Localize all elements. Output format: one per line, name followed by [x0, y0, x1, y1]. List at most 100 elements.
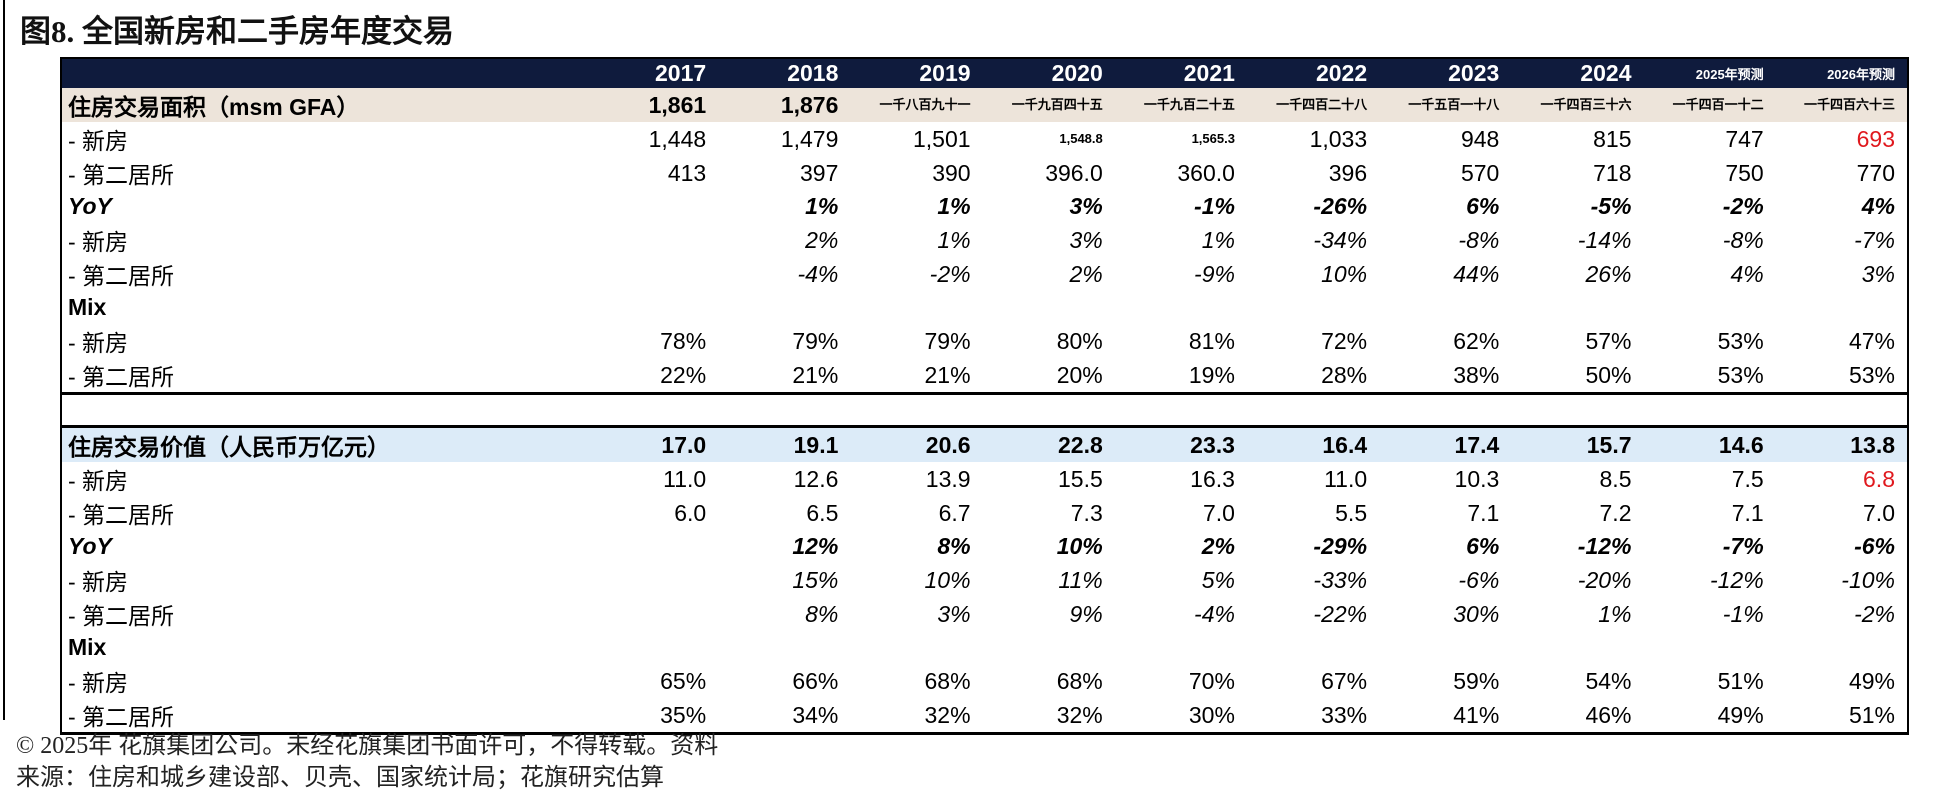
value-cell [586, 631, 718, 664]
value-cell: 30% [1114, 698, 1247, 735]
table-row: - 新房 2% 1% 3% 1% -34% -8% -14% -8% -7% [61, 223, 1908, 257]
value-cell: -1% [1722, 600, 1764, 627]
row-label: - 第二居所 [61, 358, 586, 395]
value-cell [983, 291, 1115, 324]
table-row: - 第二居所 35% 34% 32% 32% 30% 33% 41% 46% 49% 51% [61, 698, 1908, 735]
row-label: YoY [68, 193, 112, 219]
table-row: - 第二居所 -4% -2% 2% -9% 10% 44% 26% 4% 3% [61, 257, 1908, 291]
figure-title: 图8. 全国新房和二手房年度交易 [20, 14, 454, 49]
value-cell: 3% [1069, 226, 1103, 253]
value-cell: 6% [1466, 193, 1500, 219]
value-cell: 396.0 [1045, 159, 1103, 186]
value-cell: 32% [982, 698, 1115, 735]
value-cell: 11.0 [1324, 465, 1368, 492]
header-cell: 2022 [1246, 58, 1380, 88]
value-cell: 7.0 [1202, 499, 1235, 526]
value-cell: 396 [1328, 159, 1368, 186]
row-label: - 新房 [68, 670, 129, 696]
value-cell: 62% [1453, 327, 1500, 354]
value-cell: 47% [1848, 327, 1895, 354]
value-cell [586, 291, 718, 324]
value-cell [586, 223, 718, 257]
value-cell: 747 [1725, 125, 1764, 152]
value-cell: 10% [1321, 260, 1368, 287]
value-cell: 28% [1246, 358, 1380, 395]
value-cell: 20% [982, 358, 1115, 395]
value-cell [1115, 291, 1247, 324]
value-cell: 15% [792, 566, 839, 593]
value-cell: 12% [792, 533, 839, 559]
table-row: - 第二居所 413 397 390 396.0 360.0 396 570 718 750 770 [61, 156, 1908, 190]
value-cell: -33% [1313, 566, 1368, 593]
value-cell [718, 631, 850, 664]
value-cell: 23.3 [1114, 426, 1247, 462]
value-cell: 1,479 [780, 125, 839, 152]
value-cell: 1% [1201, 226, 1235, 253]
value-cell: 8.5 [1599, 465, 1632, 492]
value-cell: 44% [1453, 260, 1500, 287]
value-cell: 3% [1861, 260, 1895, 287]
value-cell: 57% [1585, 327, 1632, 354]
value-cell: 15.5 [1057, 465, 1103, 492]
separator-row [61, 393, 1908, 428]
row-label: - 第二居所 [68, 263, 175, 289]
table-row: Mix [61, 291, 1908, 324]
value-cell: 22% [586, 358, 719, 395]
row-label: - 新房 [68, 468, 129, 494]
value-cell: 10% [1056, 533, 1103, 559]
value-cell: 750 [1725, 159, 1764, 186]
value-cell: 65% [660, 667, 707, 694]
value-cell: 26% [1585, 260, 1632, 287]
value-cell: 360.0 [1177, 159, 1235, 186]
value-cell: 2% [1201, 533, 1235, 559]
table-row: 住房交易价值（人民币万亿元） 17.0 19.1 20.6 22.8 23.3 16.4 17… [61, 426, 1908, 462]
value-cell: 12.6 [793, 465, 839, 492]
value-cell [1115, 631, 1247, 664]
value-cell: 16.3 [1190, 465, 1235, 492]
value-cell: 一千九百二十五 [1114, 88, 1247, 122]
value-cell: -5% [1590, 193, 1632, 219]
value-cell: 一千四百三十六 [1511, 88, 1644, 122]
value-cell: 79% [924, 327, 971, 354]
value-cell: 1,876 [718, 88, 851, 122]
value-cell: 46% [1511, 698, 1644, 735]
value-cell: 17.4 [1379, 426, 1512, 462]
value-cell [586, 530, 718, 563]
value-cell: 79% [792, 327, 839, 354]
value-cell: -4% [1194, 600, 1235, 627]
value-cell: 34% [718, 698, 851, 735]
value-cell: 9% [1069, 600, 1103, 627]
value-cell: 70% [1188, 667, 1235, 694]
table-row: YoY 12% 8% 10% 2% -29% 6% -12% -7% -6% [61, 530, 1908, 563]
value-cell: 1% [805, 193, 839, 219]
value-cell: 8% [805, 600, 839, 627]
value-cell: 66% [792, 667, 839, 694]
value-cell [1247, 291, 1379, 324]
value-cell [1776, 631, 1908, 664]
value-cell: -1% [1194, 193, 1235, 219]
value-cell: 7.3 [1070, 499, 1103, 526]
value-cell: -12% [1577, 533, 1632, 559]
value-cell: -22% [1313, 600, 1368, 627]
row-label: 住房交易面积（msm GFA） [61, 88, 586, 122]
value-cell: 7.5 [1731, 465, 1764, 492]
value-cell [586, 597, 718, 631]
value-cell: 7.1 [1731, 499, 1764, 526]
value-cell [850, 631, 982, 664]
header-cell: 2025年预测 [1643, 58, 1776, 88]
value-cell: 13.8 [1775, 426, 1908, 462]
value-cell: -26% [1313, 193, 1368, 219]
value-cell: 1,033 [1309, 125, 1368, 152]
value-cell: 718 [1593, 159, 1632, 186]
value-cell: 6.5 [806, 499, 839, 526]
value-cell: -7% [1722, 533, 1764, 559]
value-cell: 1,861 [586, 88, 719, 122]
value-cell: -7% [1854, 226, 1895, 253]
value-cell: 815 [1593, 125, 1632, 152]
value-cell [1247, 631, 1379, 664]
value-cell [983, 631, 1115, 664]
value-cell: 397 [800, 159, 839, 186]
value-cell: 一千八百九十一 [850, 88, 983, 122]
value-cell: 一千四百六十三 [1775, 88, 1908, 122]
row-label: - 第二居所 [68, 502, 175, 528]
